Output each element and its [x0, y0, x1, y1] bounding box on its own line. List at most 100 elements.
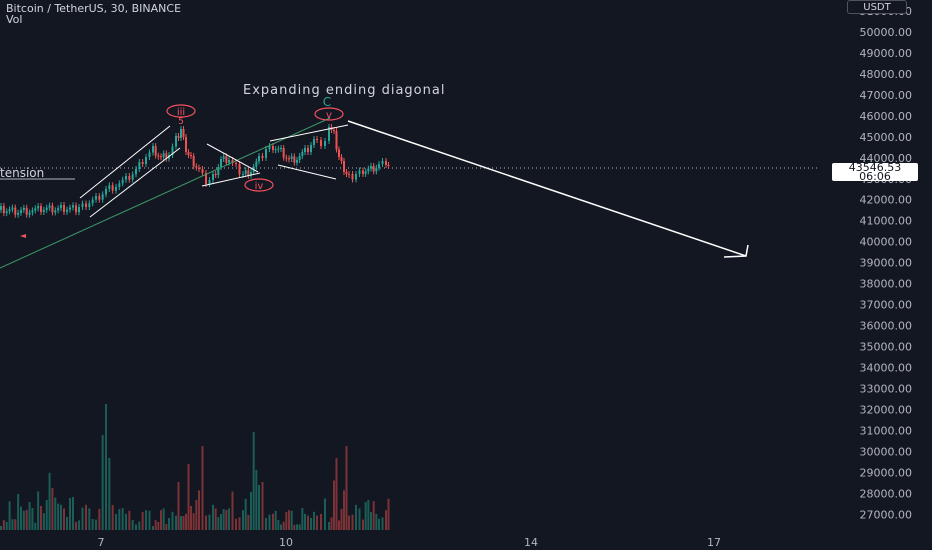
candle-body: [60, 205, 62, 209]
volume-bar: [255, 470, 258, 530]
candle-body: [2, 206, 5, 214]
volume-bar: [351, 514, 354, 530]
wave-iv-upper-line[interactable]: [206, 143, 259, 173]
volume-bars: [0, 404, 390, 530]
volume-bar: [358, 508, 361, 530]
candle-body: [378, 164, 380, 168]
volume-bar: [307, 515, 309, 530]
price-tick-label: 38000.00: [860, 278, 913, 291]
candle-body: [51, 205, 54, 213]
symbol-title[interactable]: Bitcoin / TetherUS, 30, BINANCE: [6, 2, 182, 15]
price-candles[interactable]: [0, 124, 390, 218]
candle-body: [290, 156, 293, 159]
price-axis[interactable]: 51000.0050000.0049000.0048000.0047000.00…: [860, 5, 913, 521]
volume-bar: [222, 509, 225, 530]
wave-v-lower-line[interactable]: [277, 164, 337, 180]
volume-bar: [78, 520, 80, 530]
volume-bar: [370, 512, 372, 530]
volume-bar: [185, 513, 187, 530]
volume-bar: [231, 491, 234, 530]
volume-bar: [187, 464, 190, 530]
candle-body: [34, 208, 37, 211]
wave-iii-marker[interactable]: [166, 104, 196, 118]
candle-body: [247, 170, 250, 176]
candle-body: [0, 206, 2, 210]
wave-iv-lower-line[interactable]: [201, 172, 261, 187]
wave-iii-upper-line[interactable]: [79, 125, 171, 199]
volume-bar: [338, 520, 340, 530]
candle-body: [157, 155, 160, 157]
candle-body: [343, 161, 345, 172]
candle-body: [313, 139, 315, 145]
candle-body: [212, 174, 214, 180]
event-marker-icon[interactable]: [20, 234, 26, 238]
candle-body: [345, 172, 348, 174]
volume-bar: [274, 510, 277, 530]
volume-bar: [320, 514, 322, 530]
volume-bar: [40, 506, 42, 530]
volume-bar: [328, 522, 330, 530]
candle-body: [121, 179, 124, 184]
candle-body: [69, 207, 71, 210]
price-tick-label: 36000.00: [860, 320, 913, 333]
candle-body: [370, 166, 372, 169]
candle-body: [85, 203, 87, 207]
volume-bar: [85, 504, 87, 530]
candle-body: [372, 166, 375, 172]
volume-bar: [301, 508, 304, 530]
volume-bar: [190, 506, 192, 530]
wave-v-upper-line[interactable]: [269, 124, 349, 142]
volume-bar: [45, 500, 48, 530]
volume-bar: [51, 488, 54, 530]
volume-bar: [154, 520, 157, 530]
volume-bar: [2, 520, 5, 530]
price-tick-label: 37000.00: [860, 299, 913, 312]
candle-body: [190, 155, 192, 156]
volume-bar: [72, 497, 74, 530]
volume-bar: [105, 404, 107, 530]
currency-button[interactable]: USDT: [847, 0, 907, 14]
candle-body: [17, 212, 20, 215]
candle-body: [205, 173, 207, 184]
candle-body: [131, 174, 134, 180]
volume-bar: [296, 524, 298, 530]
wave-iii-lower-line[interactable]: [89, 147, 181, 218]
wave-iv-marker[interactable]: [244, 178, 274, 192]
candle-body: [48, 205, 51, 208]
wave-v-marker[interactable]: [314, 107, 344, 121]
support-trendline[interactable]: [0, 117, 331, 269]
candle-body: [171, 146, 174, 155]
volume-bar: [160, 510, 162, 530]
candle-body: [5, 211, 8, 214]
volume-bar: [372, 501, 375, 530]
volume-bar: [324, 498, 326, 530]
price-tick-label: 32000.00: [860, 403, 913, 416]
volume-bar: [261, 482, 264, 530]
volume-bar: [182, 516, 185, 530]
candle-body: [187, 152, 190, 155]
candle-body: [8, 209, 11, 212]
candle-body: [244, 170, 247, 174]
arrow-head-icon: [723, 244, 749, 258]
volume-indicator-label[interactable]: Vol: [6, 13, 23, 26]
time-axis[interactable]: 7 10 14 17: [98, 536, 722, 549]
volume-bar: [180, 516, 182, 530]
candle-body: [228, 160, 230, 163]
candle-body: [175, 136, 177, 147]
volume-bar: [177, 482, 180, 530]
candle-body: [160, 156, 162, 158]
candle-body: [362, 170, 364, 174]
candle-body: [78, 207, 80, 213]
volume-bar: [225, 510, 228, 530]
projection-arrow-line[interactable]: [347, 120, 747, 257]
candle-body: [316, 139, 318, 140]
volume-bar: [378, 518, 380, 530]
candle-body: [208, 180, 211, 184]
candle-body: [66, 209, 68, 212]
volume-bar: [375, 514, 378, 530]
price-tick-label: 49000.00: [860, 47, 913, 60]
candle-body: [115, 187, 117, 191]
volume-bar: [145, 510, 147, 530]
price-tick-label: 50000.00: [860, 26, 913, 39]
